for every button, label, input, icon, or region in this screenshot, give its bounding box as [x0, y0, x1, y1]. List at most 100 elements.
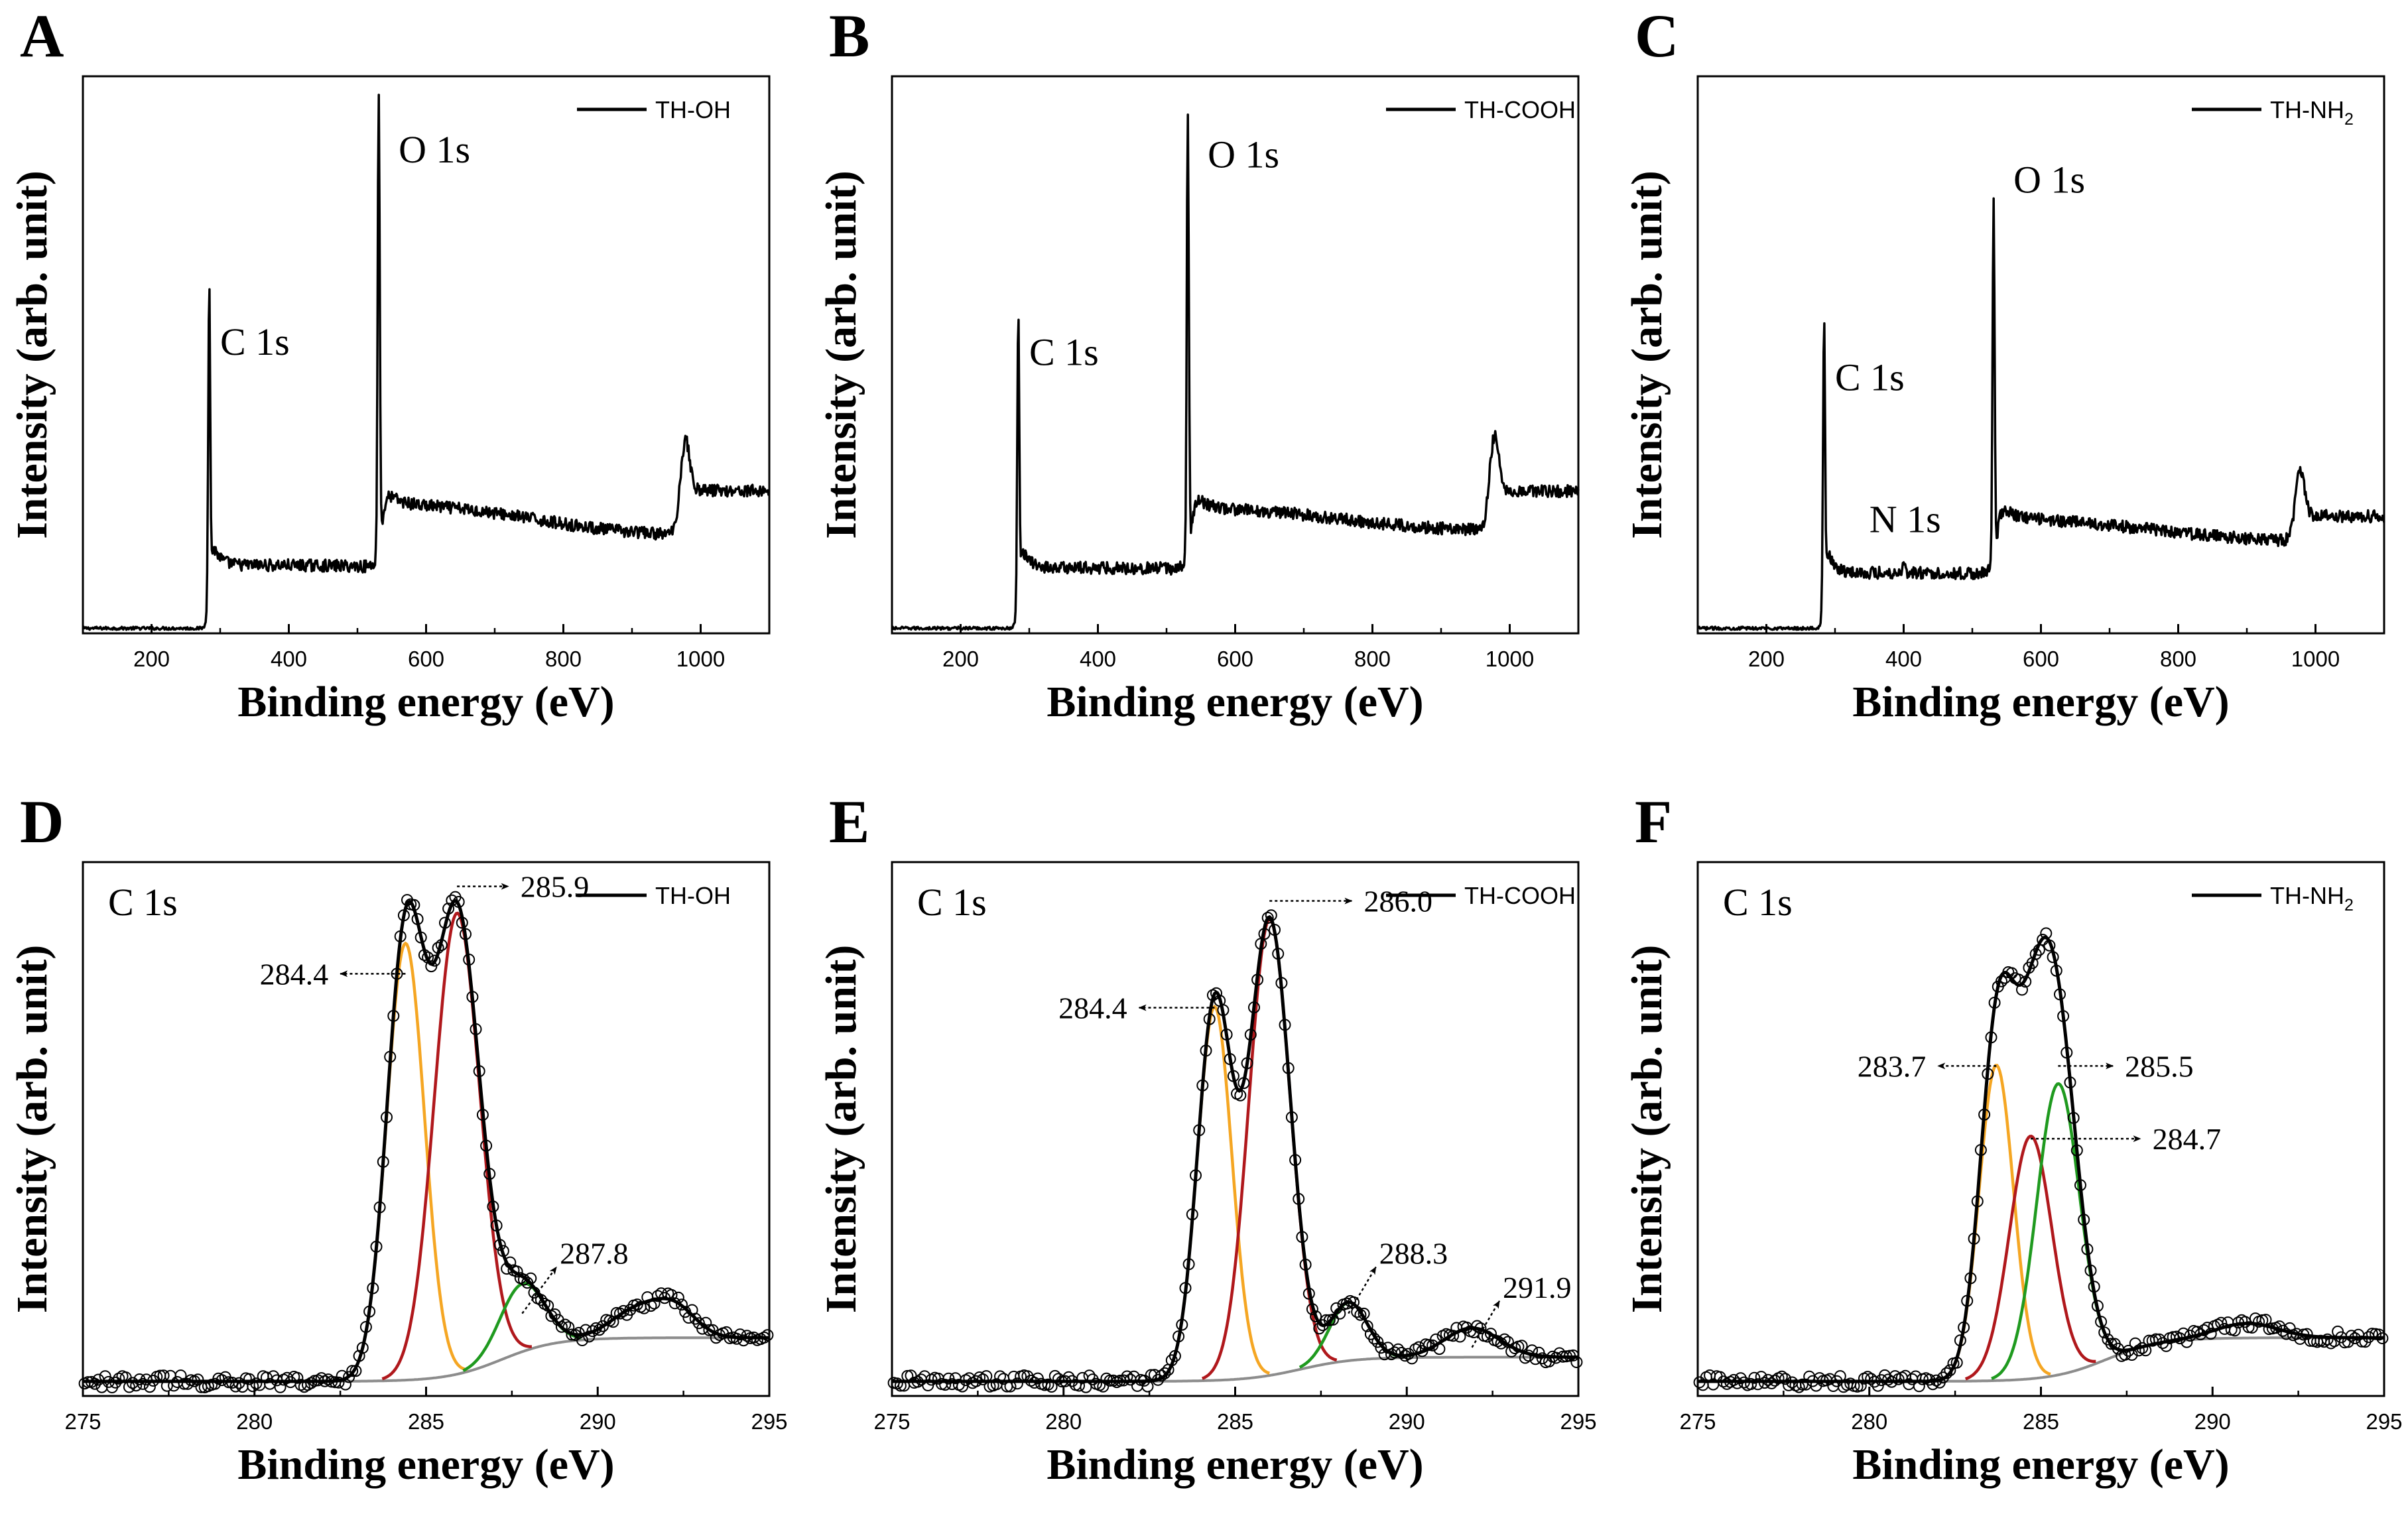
- data-point: [1062, 1371, 1075, 1383]
- survey-spectrum-line: [82, 94, 771, 631]
- component-peak-line: [381, 911, 533, 1381]
- data-point: [1426, 1339, 1439, 1352]
- peak-label: C 1s: [220, 320, 290, 363]
- x-axis-title: Binding energy (eV): [1852, 678, 2229, 726]
- data-point: [1371, 1336, 1384, 1348]
- data-point: [511, 1265, 523, 1278]
- data-point: [1313, 1322, 1326, 1335]
- data-point: [353, 1350, 365, 1362]
- y-axis-title: Intensity (arb. unit): [817, 945, 865, 1314]
- data-point: [1971, 1195, 1984, 1208]
- data-point: [356, 1342, 369, 1354]
- legend-label-main: TH-NH: [2270, 96, 2344, 123]
- data-point: [1179, 1282, 1192, 1294]
- data-point: [1220, 1029, 1233, 1041]
- data-point: [1751, 1378, 1764, 1391]
- data-point: [1375, 1342, 1387, 1354]
- x-tick-label: 295: [1560, 1409, 1596, 1434]
- data-point: [2332, 1325, 2344, 1338]
- legend-label: TH-COOH: [1464, 96, 1576, 123]
- data-point: [411, 913, 424, 925]
- data-point: [504, 1256, 517, 1269]
- data-point: [2074, 1179, 2086, 1192]
- data-point: [1203, 1013, 1216, 1025]
- panel-b: B 200 400 600 800 1000 Binding energy (eV) Inte…: [817, 2, 1580, 726]
- data-point: [2060, 1046, 2073, 1059]
- data-point: [1748, 1371, 1761, 1384]
- data-point: [1155, 1369, 1168, 1382]
- data-point: [1968, 1232, 1980, 1245]
- peak-label: O 1s: [2013, 158, 2085, 202]
- data-point: [1172, 1330, 1185, 1343]
- panel-d: D 275 280 285 290 295 Binding energy (eV) Inten…: [8, 788, 788, 1489]
- data-point: [672, 1291, 684, 1304]
- data-point: [470, 1023, 482, 1035]
- data-point: [1306, 1303, 1318, 1316]
- data-point: [1327, 1313, 1339, 1326]
- data-point: [394, 930, 407, 942]
- data-point: [435, 939, 448, 951]
- data-point: [1261, 912, 1274, 924]
- data-point: [452, 896, 465, 908]
- data-point: [1871, 1379, 1884, 1392]
- envelope-fit-line: [83, 899, 769, 1383]
- data-point: [2215, 1316, 2228, 1329]
- peak-label: C 1s: [1029, 330, 1099, 373]
- data-point: [442, 903, 455, 915]
- x-tick-label: 275: [64, 1409, 101, 1434]
- data-point: [1282, 1062, 1295, 1074]
- data-point: [648, 1297, 661, 1310]
- y-axis-title: Intensity (arb. unit): [1623, 945, 1671, 1314]
- x-tick-label: 600: [1217, 647, 1253, 671]
- data-point: [408, 899, 420, 911]
- data-point: [2373, 1328, 2385, 1341]
- data-point: [1978, 1108, 1991, 1121]
- legend-label: TH-NH2: [2270, 882, 2354, 915]
- data-point: [1567, 1349, 1580, 1361]
- data-point: [2301, 1328, 2313, 1340]
- data-point: [1059, 1375, 1072, 1387]
- data-point: [566, 1328, 578, 1341]
- data-point: [264, 1377, 276, 1390]
- x-tick-label: 295: [751, 1409, 787, 1434]
- legend: TH-COOH: [1386, 882, 1576, 909]
- data-point: [1913, 1380, 1925, 1393]
- panel-letter: A: [20, 2, 64, 70]
- panel-a: A 200 400 600 800 1000 Binding energy (eV) Inte…: [8, 2, 771, 726]
- y-axis-title: Intensity (arb. unit): [1623, 170, 1671, 539]
- data-point: [1196, 1079, 1209, 1092]
- data-point: [1293, 1192, 1305, 1205]
- data-point: [562, 1321, 575, 1334]
- annotation-label: 288.3: [1379, 1237, 1448, 1271]
- data-point: [1361, 1320, 1373, 1332]
- panel-letter: F: [1635, 788, 1672, 855]
- x-tick-label: 200: [1748, 647, 1785, 671]
- legend-label-main: TH-NH: [2270, 882, 2344, 909]
- data-point: [1234, 1089, 1247, 1102]
- legend-label: TH-OH: [655, 96, 731, 123]
- data-point: [1454, 1330, 1466, 1343]
- legend-label-subscript: 2: [2344, 896, 2354, 915]
- x-tick-label: 600: [2023, 647, 2059, 671]
- data-point: [638, 1302, 651, 1314]
- x-tick-label: 280: [1045, 1409, 1082, 1434]
- x-tick-label: 280: [1851, 1409, 1887, 1434]
- data-point: [1217, 1004, 1230, 1017]
- data-point: [2349, 1332, 2361, 1344]
- data-point: [463, 954, 475, 966]
- data-point: [676, 1298, 688, 1311]
- x-tick-label: 290: [2194, 1409, 2231, 1434]
- data-point: [994, 1370, 1006, 1383]
- survey-spectrum-line: [891, 113, 1580, 631]
- x-tick-label: 285: [408, 1409, 444, 1434]
- data-point: [381, 1111, 393, 1123]
- data-point: [418, 949, 430, 962]
- data-point: [113, 1372, 125, 1385]
- data-point: [460, 928, 472, 940]
- data-point: [741, 1330, 753, 1342]
- measured-points: [1693, 927, 2389, 1393]
- data-point: [2078, 1214, 2090, 1226]
- x-axis-title: Binding energy (eV): [1046, 678, 1423, 726]
- data-point: [2345, 1330, 2358, 1342]
- data-point: [1320, 1314, 1332, 1326]
